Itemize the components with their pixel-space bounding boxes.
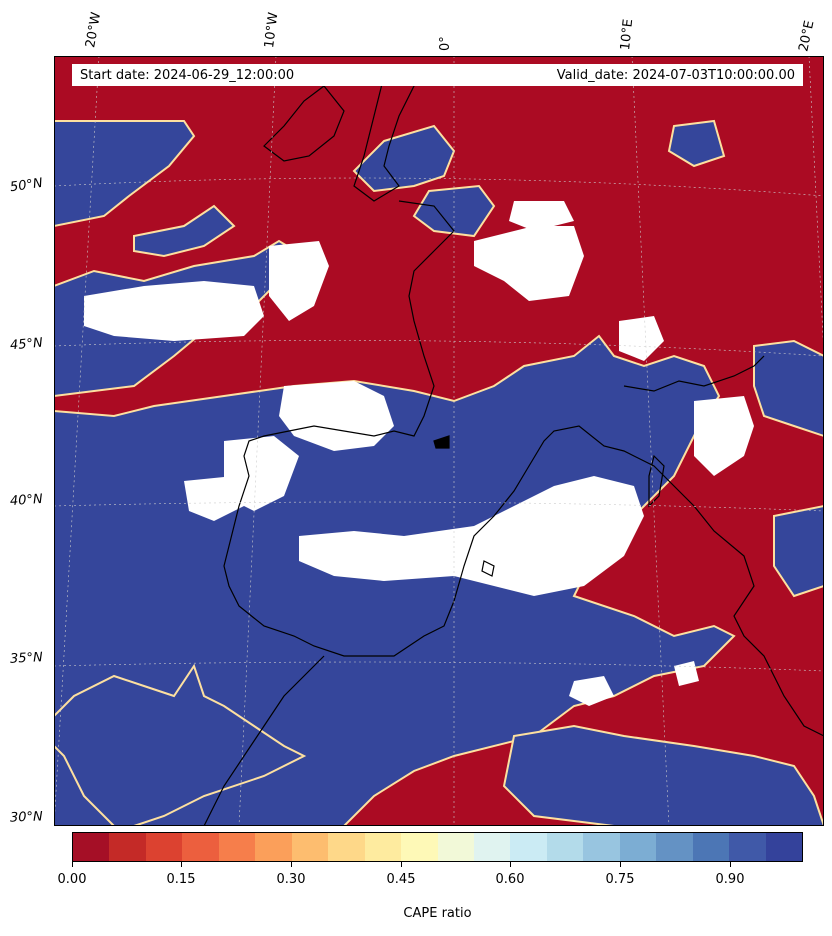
date-info-box: Start date: 2024-06-29_12:00:00 Valid_da… (72, 64, 803, 86)
colorbar-tick-label: 0.15 (166, 872, 196, 887)
colorbar-swatch (145, 833, 183, 861)
colorbar-tick-label: 0.00 (57, 872, 87, 887)
colorbar-tick-label: 0.75 (605, 872, 635, 887)
colorbar-swatch (510, 833, 547, 861)
colorbar-tick (401, 862, 402, 867)
colorbar-tick-label: 0.60 (495, 872, 525, 887)
lon-label-10e: 10°E (618, 18, 637, 52)
colorbar-swatch (473, 833, 511, 861)
graticule (54, 56, 824, 826)
colorbar-swatch (437, 833, 474, 861)
colorbar-swatch (619, 833, 657, 861)
colorbar-swatch (765, 833, 803, 861)
cape-ratio-map (54, 56, 824, 826)
colorbar-swatch (583, 833, 620, 861)
colorbar-tick-label: 0.30 (276, 872, 306, 887)
colorbar-tick (730, 862, 731, 867)
lat-label-50n: 50°N (9, 175, 44, 196)
colorbar-swatch (328, 833, 365, 861)
lon-label-20w: 20°W (83, 11, 105, 50)
colorbar-swatch (401, 833, 438, 861)
colorbar-swatch (73, 833, 110, 861)
colorbar-swatch (656, 833, 693, 861)
lon-label-20e: 20°E (796, 19, 818, 54)
colorbar-swatch (255, 833, 292, 861)
no-data-regions (84, 201, 754, 706)
colorbar-swatch (218, 833, 256, 861)
start-date-text: Start date: 2024-06-29_12:00:00 (80, 67, 295, 83)
colorbar-tick (510, 862, 511, 867)
colorbar-swatch (546, 833, 584, 861)
colorbar-swatch (692, 833, 730, 861)
map-canvas (54, 56, 824, 826)
map-border (54, 56, 824, 826)
colorbar-swatch (729, 833, 766, 861)
lat-label-35n: 35°N (9, 650, 44, 667)
colorbar-tick (181, 862, 182, 867)
colorbar-swatch (364, 833, 402, 861)
colorbar-swatch (182, 833, 219, 861)
colorbar-swatch (291, 833, 329, 861)
colorbar-tick (291, 862, 292, 867)
valid-date-text: Valid_date: 2024-07-03T10:00:00.00 (556, 67, 795, 83)
colorbar-tick (620, 862, 621, 867)
colorbar-swatch (109, 833, 146, 861)
lat-label-40n: 40°N (9, 491, 44, 510)
colorbar-title: CAPE ratio (403, 906, 472, 921)
lon-label-10w: 10°W (262, 11, 282, 50)
lat-label-30n: 30°N (9, 809, 44, 826)
colorbar-tick-label: 0.90 (715, 872, 745, 887)
lat-label-45n: 45°N (9, 335, 44, 354)
colorbar-tick (72, 862, 73, 867)
colorbar (72, 832, 803, 862)
lon-label-0: 0° (438, 36, 453, 51)
colorbar-tick-label: 0.45 (386, 872, 416, 887)
